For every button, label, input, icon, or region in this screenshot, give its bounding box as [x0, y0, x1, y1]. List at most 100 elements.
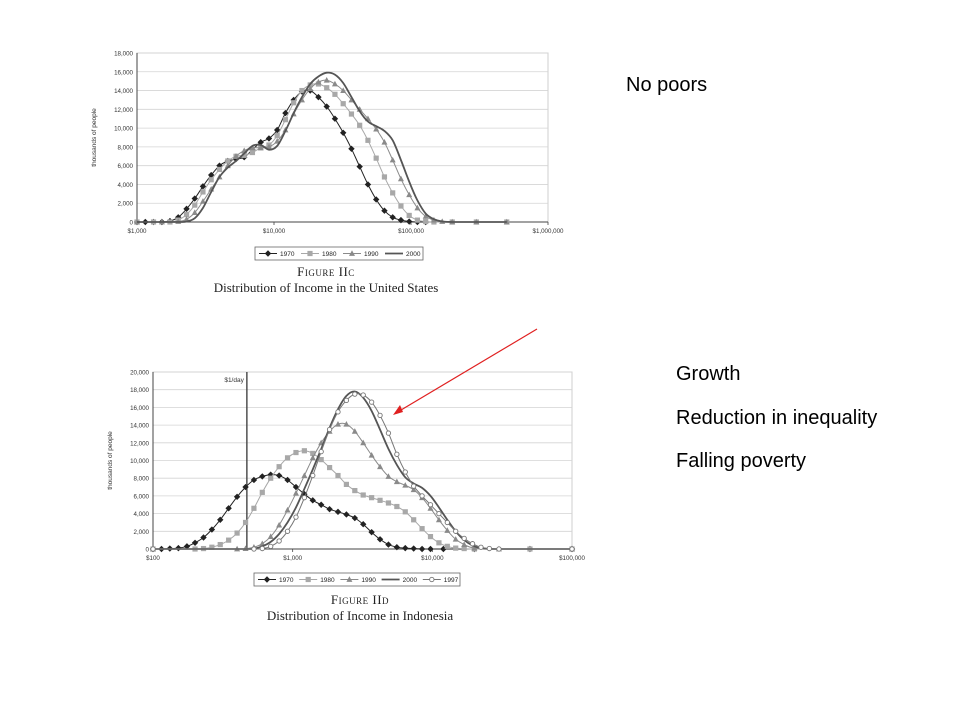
y-tick-label: 14,000 [114, 88, 133, 95]
data-point [274, 133, 280, 139]
data-point [191, 195, 198, 202]
data-point [276, 538, 282, 544]
data-point [257, 144, 264, 151]
x-tick-label: $100 [146, 555, 160, 562]
data-point [351, 514, 359, 522]
data-point [207, 171, 215, 179]
data-point [199, 183, 207, 190]
y-tick-label: 14,000 [130, 423, 149, 430]
data-point [282, 109, 289, 117]
data-point [360, 392, 366, 398]
data-point [444, 527, 451, 533]
data-point [332, 91, 338, 97]
y-tick-label: 16,000 [130, 405, 149, 412]
data-point [394, 451, 400, 457]
data-point [225, 505, 232, 512]
data-point [242, 519, 249, 526]
y-tick-label: 4,000 [134, 511, 150, 518]
data-point [406, 191, 413, 198]
data-point [351, 428, 358, 434]
data-point [273, 126, 281, 134]
data-point [340, 87, 347, 93]
legend-label: 2000 [406, 251, 421, 258]
data-point [411, 483, 417, 489]
data-point [191, 209, 198, 216]
data-point [397, 175, 404, 182]
data-point [183, 205, 190, 213]
legend-marker [349, 250, 355, 256]
us-income-chart: 0 2,000 4,000 6,000 8,000 10,000 12,000 14,000 1… [91, 51, 564, 261]
data-point [309, 454, 316, 461]
data-point [377, 497, 383, 503]
data-point [348, 111, 355, 117]
data-point [209, 544, 215, 550]
y-tick-label: 8,000 [134, 476, 150, 483]
data-point [385, 473, 392, 479]
data-point [360, 492, 366, 498]
data-point [307, 85, 314, 92]
data-point [410, 486, 417, 493]
data-point [340, 129, 347, 137]
legend-label: 1980 [322, 251, 337, 258]
data-point [393, 544, 401, 551]
data-point [414, 217, 421, 223]
data-point [410, 545, 417, 552]
data-point [418, 545, 426, 553]
data-point [208, 526, 216, 533]
data-point [251, 546, 257, 552]
data-point [200, 534, 207, 541]
data-point [427, 502, 434, 508]
data-point [453, 528, 459, 534]
data-point [275, 472, 283, 479]
y-tick-label: 2,000 [134, 529, 150, 536]
y-tick-label: 0 [146, 547, 150, 554]
data-point [326, 464, 333, 471]
data-point [267, 533, 274, 540]
data-point [310, 472, 316, 479]
data-point [436, 540, 442, 546]
data-point [249, 149, 256, 156]
data-point [291, 100, 297, 106]
legend-label: 1970 [280, 251, 295, 258]
data-point [340, 101, 346, 107]
data-point [478, 544, 484, 550]
y-tick-label: 6,000 [134, 493, 150, 500]
data-point [385, 500, 392, 506]
data-point [376, 536, 384, 543]
data-point [334, 421, 341, 427]
data-point [435, 516, 442, 523]
data-point [335, 472, 341, 479]
data-point [385, 541, 392, 548]
data-point [377, 463, 384, 470]
data-point [381, 174, 388, 180]
data-point [389, 214, 396, 221]
data-point [315, 78, 322, 85]
y-tick-label: 4,000 [118, 182, 134, 189]
data-point [461, 541, 468, 547]
data-point [368, 451, 375, 458]
indonesia-figure-title: Distribution of Income in Indonesia [266, 608, 454, 623]
data-point [226, 537, 232, 543]
data-point [423, 218, 429, 225]
y-tick-label: 10,000 [130, 458, 149, 465]
note-growth: Growth [676, 363, 741, 385]
data-point [249, 144, 256, 151]
data-point [299, 87, 305, 94]
data-point [402, 544, 409, 552]
y-tick-label: 8,000 [118, 144, 134, 151]
data-point [360, 521, 367, 528]
data-point [323, 77, 330, 83]
data-point [469, 541, 476, 547]
legend: 1970 1980 1990 2000 [254, 246, 424, 261]
data-point [225, 158, 231, 164]
data-point [331, 115, 339, 122]
poverty-line-label: $1/day [224, 377, 244, 384]
data-point [301, 472, 308, 478]
data-point [276, 521, 283, 528]
legend-marker [305, 576, 311, 583]
data-point [183, 543, 191, 550]
data-point [259, 540, 266, 547]
x-tick-label: $1,000,000 [533, 228, 565, 235]
data-point [471, 544, 478, 551]
